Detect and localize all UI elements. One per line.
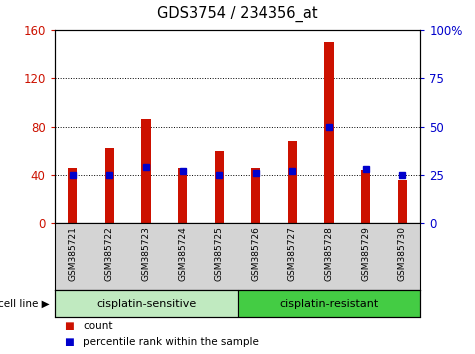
Text: GSM385726: GSM385726 — [251, 227, 260, 281]
Text: GSM385724: GSM385724 — [178, 227, 187, 281]
Bar — [178, 167, 187, 223]
Bar — [105, 148, 114, 223]
Bar — [142, 119, 151, 223]
Text: GSM385725: GSM385725 — [215, 227, 224, 281]
Text: cisplatin-resistant: cisplatin-resistant — [279, 298, 379, 309]
Text: ■: ■ — [64, 321, 74, 331]
Text: GSM385727: GSM385727 — [288, 227, 297, 281]
Text: cisplatin-sensitive: cisplatin-sensitive — [96, 298, 196, 309]
Text: cell line ▶: cell line ▶ — [0, 298, 50, 309]
Text: count: count — [83, 321, 113, 331]
Bar — [238, 290, 420, 317]
Bar — [68, 167, 77, 223]
Text: ■: ■ — [64, 337, 74, 347]
Text: GDS3754 / 234356_at: GDS3754 / 234356_at — [157, 6, 318, 22]
Text: GSM385728: GSM385728 — [324, 227, 333, 281]
Bar — [55, 290, 238, 317]
Bar — [361, 170, 370, 223]
Bar — [324, 42, 333, 223]
Text: GSM385730: GSM385730 — [398, 227, 407, 281]
Text: GSM385722: GSM385722 — [105, 227, 114, 281]
Bar — [288, 141, 297, 223]
Bar — [215, 151, 224, 223]
Bar — [398, 179, 407, 223]
Text: percentile rank within the sample: percentile rank within the sample — [83, 337, 259, 347]
Bar — [251, 167, 260, 223]
Text: GSM385723: GSM385723 — [142, 227, 151, 281]
Text: GSM385721: GSM385721 — [68, 227, 77, 281]
Text: GSM385729: GSM385729 — [361, 227, 370, 281]
